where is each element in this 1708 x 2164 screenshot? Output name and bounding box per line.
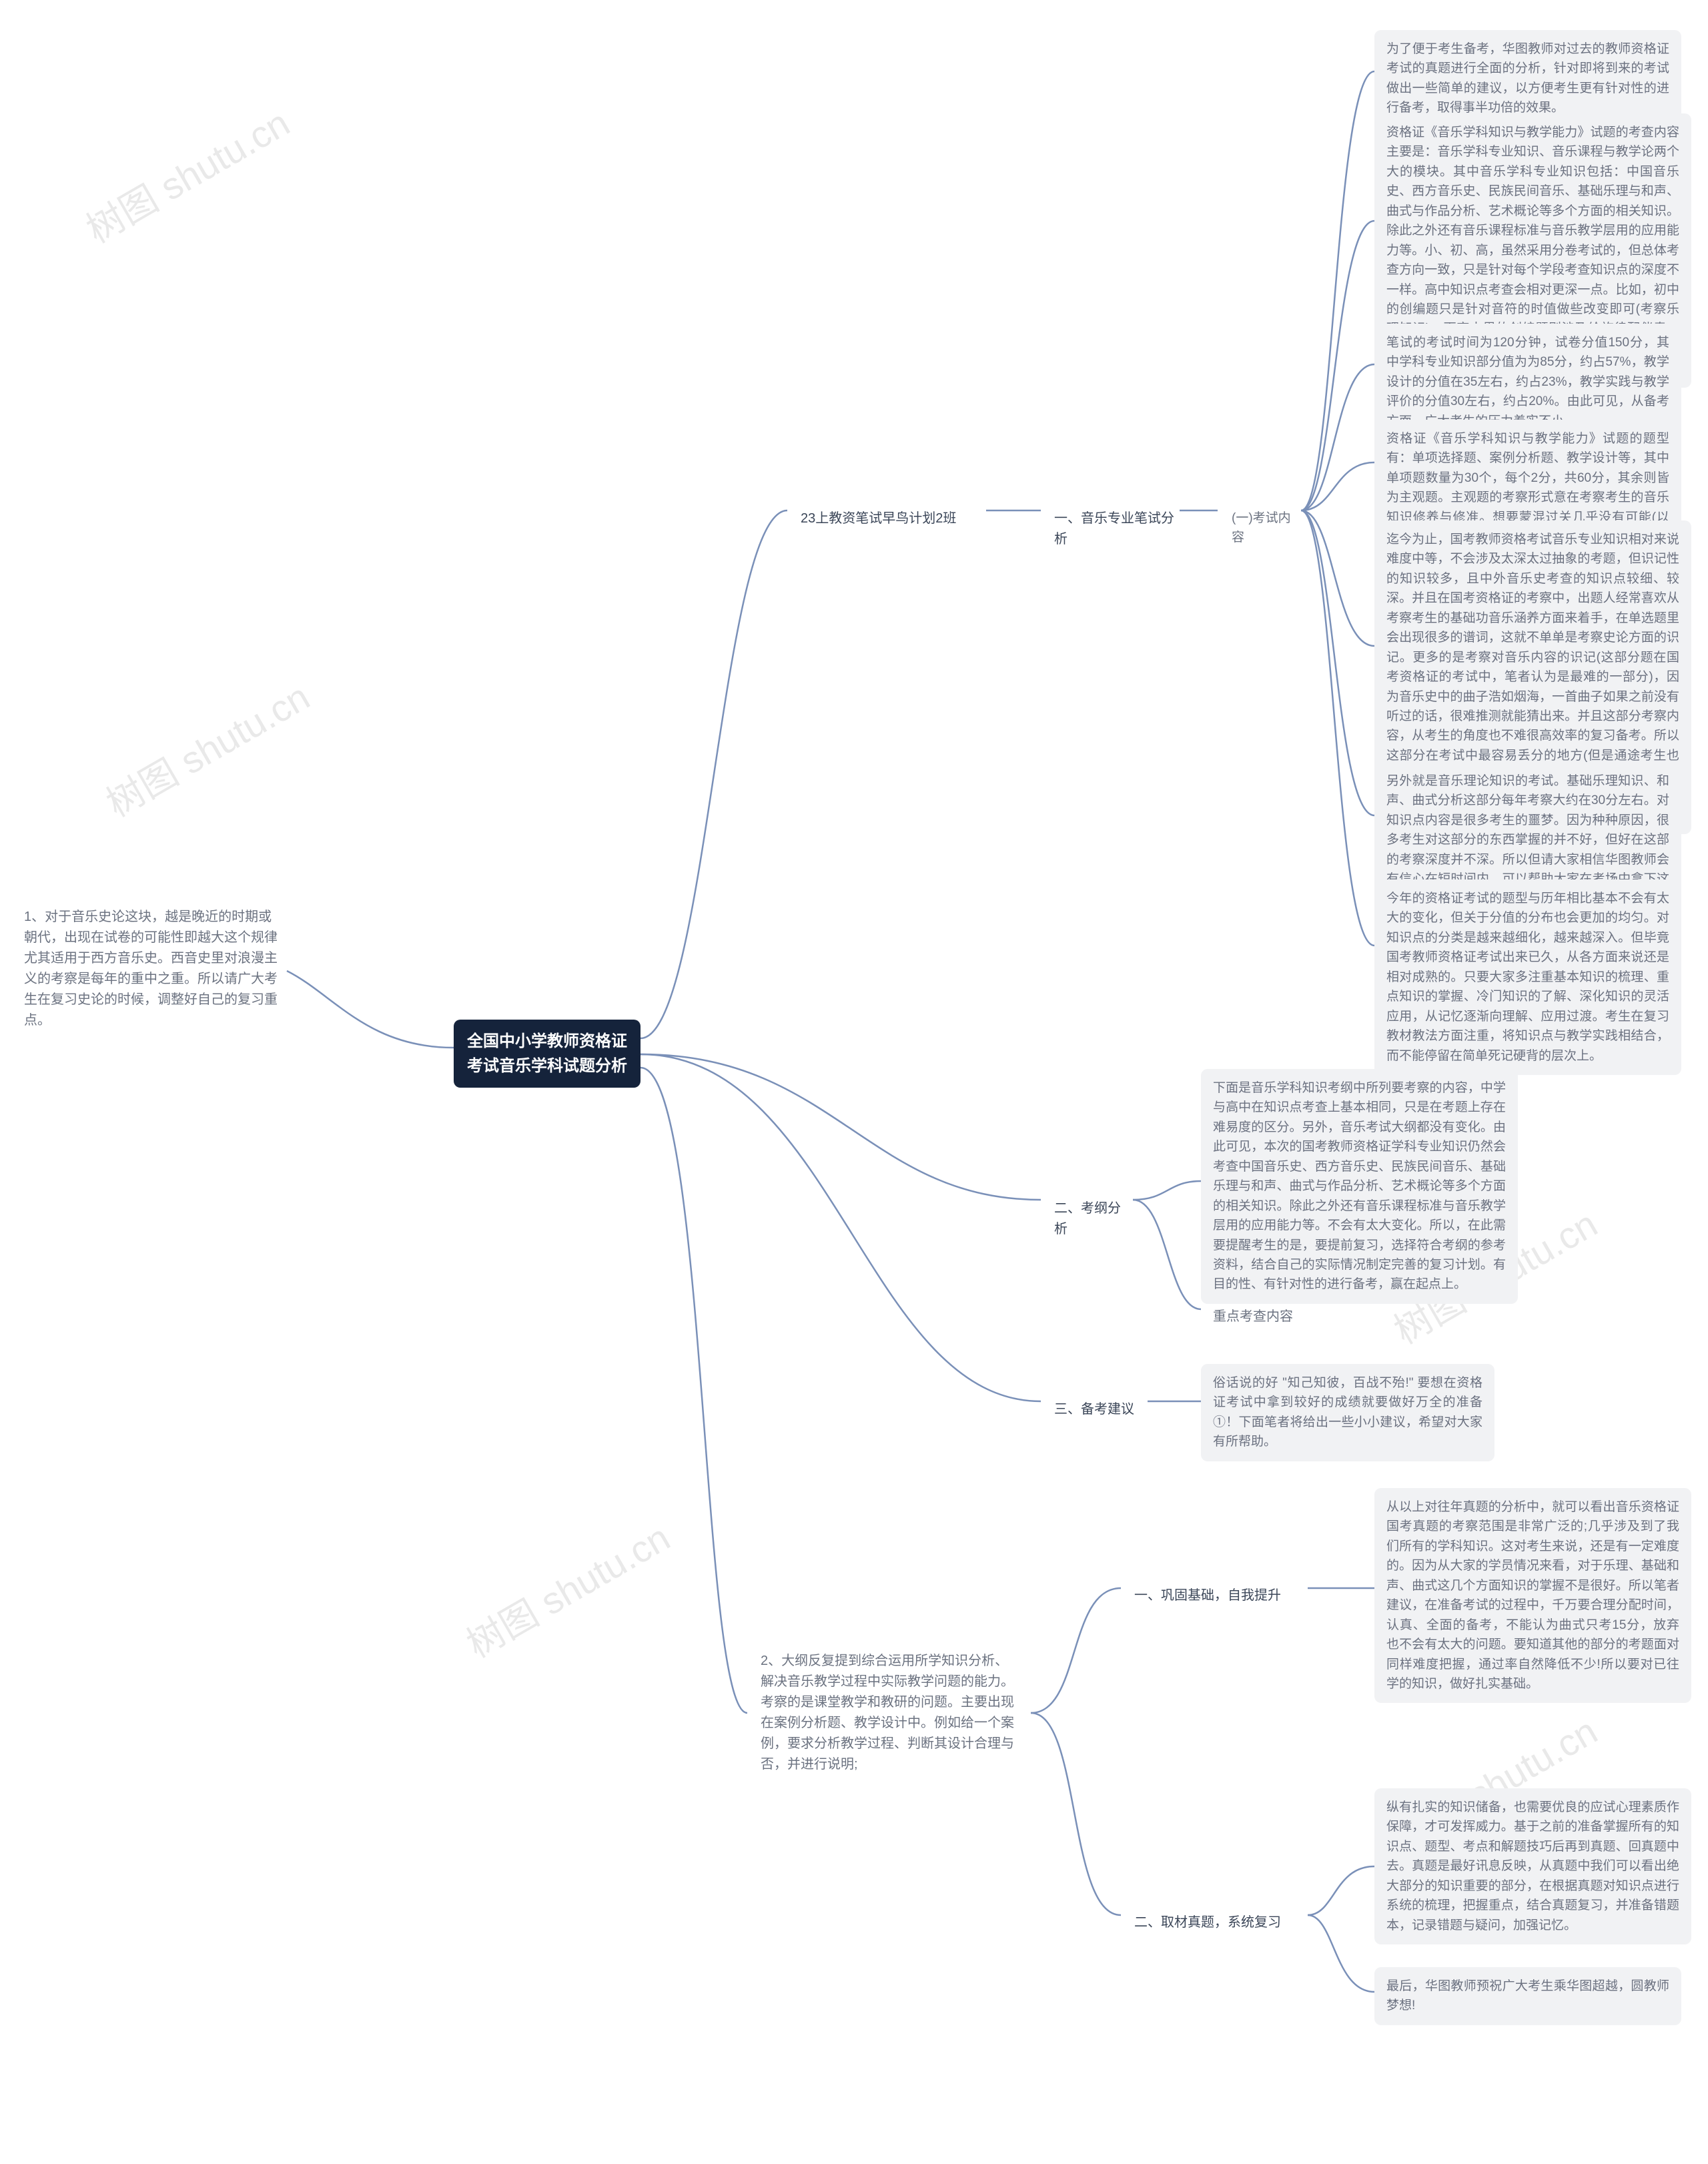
left-note-2: 2、大纲反复提到综合运用所学知识分析、解决音乐教学过程中实际教学问题的能力。考察… (749, 1642, 1029, 1784)
section-1-sub: (一)考试内容 (1220, 499, 1306, 557)
promo-label: 23上教资笔试早鸟计划2班 (789, 499, 989, 538)
sec2-b1: 下面是音乐学科知识考纲中所列要考察的内容，中学与高中在知识点考查上基本相同，只是… (1201, 1069, 1518, 1304)
sec3-s2-title: 二、取材真题，系统复习 (1122, 1903, 1309, 1942)
sec1-intro: 为了便于考生备考，华图教师对过去的教师资格证考试的真题进行全面的分析，针对即将到… (1374, 30, 1681, 127)
sec3-s1-title: 一、巩固基础，自我提升 (1122, 1576, 1309, 1615)
sec3-s2-foot: 最后，华图教师预祝广大考生乘华图超越，圆教师梦想! (1374, 1967, 1681, 2025)
center-node: 全国中小学教师资格证考试音乐学科试题分析 (454, 1020, 640, 1088)
left-note-1: 1、对于音乐史论这块，越是晚近的时期或朝代，出现在试卷的可能性即越大这个规律尤其… (12, 897, 292, 1040)
sec3-s1-body: 从以上对往年真题的分析中，就可以看出音乐资格证国考真题的考察范围是非常广泛的;几… (1374, 1488, 1691, 1703)
sec3-s2-body: 纵有扎实的知识储备，也需要优良的应试心理素质作保障，才可发挥威力。基于之前的准备… (1374, 1788, 1691, 1944)
sec3-intro: 俗话说的好 "知己知彼，百战不殆!" 要想在资格证考试中拿到较好的成绩就要做好万… (1201, 1364, 1494, 1461)
section-2-title: 二、考纲分析 (1042, 1189, 1136, 1249)
section-3-title: 三、备考建议 (1042, 1390, 1149, 1429)
sec1-b6: 今年的资格证考试的题型与历年相比基本不会有太大的变化，但关于分值的分布也会更加的… (1374, 879, 1681, 1075)
sec2-b2: 重点考查内容 (1201, 1297, 1308, 1337)
section-1-title: 一、音乐专业笔试分析 (1042, 499, 1189, 559)
